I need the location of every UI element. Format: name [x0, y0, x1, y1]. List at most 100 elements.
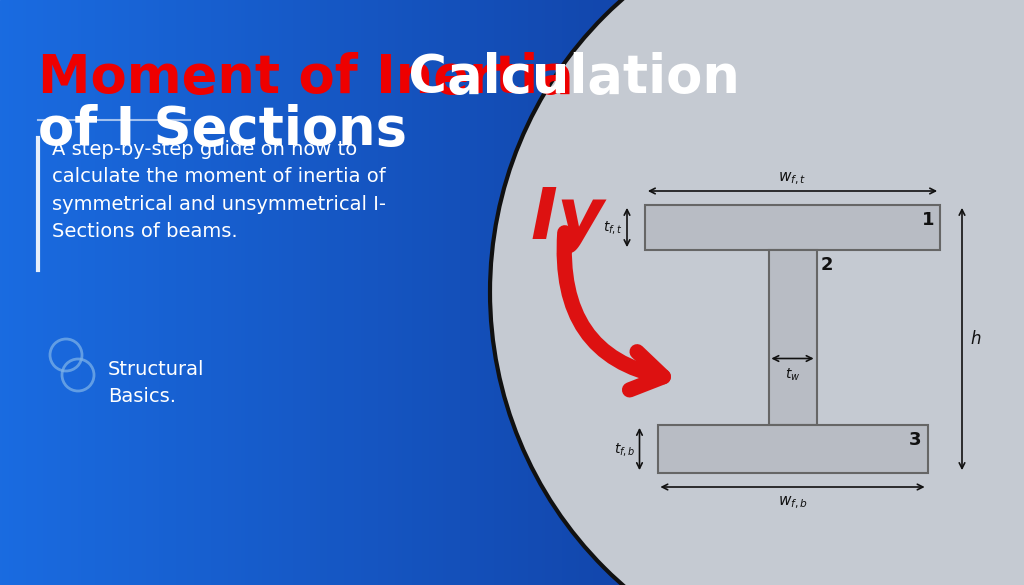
- Text: $t_{f,t}$: $t_{f,t}$: [603, 219, 623, 236]
- Bar: [901, 0, 905, 585]
- Bar: [273, 0, 278, 585]
- Bar: [348, 0, 352, 585]
- Bar: [51, 0, 55, 585]
- Bar: [847, 0, 851, 585]
- Bar: [996, 0, 1001, 585]
- Bar: [382, 0, 387, 585]
- Bar: [826, 0, 830, 585]
- Bar: [31, 0, 35, 585]
- Bar: [655, 0, 659, 585]
- Bar: [560, 0, 564, 585]
- Bar: [110, 0, 114, 585]
- Bar: [345, 0, 349, 585]
- Bar: [276, 0, 281, 585]
- Bar: [724, 0, 728, 585]
- Bar: [154, 0, 158, 585]
- Bar: [955, 0, 961, 585]
- Bar: [628, 0, 633, 585]
- Bar: [164, 0, 168, 585]
- Bar: [34, 0, 39, 585]
- Bar: [908, 0, 912, 585]
- Bar: [120, 0, 124, 585]
- Bar: [878, 0, 882, 585]
- Bar: [758, 0, 762, 585]
- Bar: [89, 0, 93, 585]
- Bar: [925, 0, 930, 585]
- Bar: [1011, 0, 1015, 585]
- Bar: [673, 0, 677, 585]
- Bar: [0, 0, 4, 585]
- Bar: [366, 0, 370, 585]
- Bar: [543, 0, 547, 585]
- FancyArrowPatch shape: [564, 233, 664, 390]
- Bar: [443, 0, 449, 585]
- Bar: [222, 0, 226, 585]
- Bar: [208, 0, 213, 585]
- Bar: [205, 0, 209, 585]
- Bar: [699, 0, 705, 585]
- Bar: [696, 0, 700, 585]
- Bar: [239, 0, 244, 585]
- Bar: [983, 0, 987, 585]
- Bar: [105, 0, 111, 585]
- Bar: [99, 0, 103, 585]
- Bar: [454, 0, 459, 585]
- Bar: [945, 0, 950, 585]
- Bar: [959, 0, 964, 585]
- Bar: [464, 0, 469, 585]
- Bar: [410, 0, 414, 585]
- Bar: [929, 0, 933, 585]
- Text: of I Sections: of I Sections: [38, 104, 407, 156]
- Bar: [577, 0, 582, 585]
- Bar: [707, 0, 711, 585]
- Bar: [256, 0, 260, 585]
- Bar: [822, 0, 827, 585]
- Bar: [614, 0, 618, 585]
- Bar: [748, 0, 752, 585]
- Bar: [669, 0, 674, 585]
- Bar: [657, 425, 928, 473]
- Bar: [898, 0, 902, 585]
- Bar: [328, 0, 332, 585]
- Bar: [474, 0, 479, 585]
- Bar: [502, 0, 506, 585]
- Bar: [990, 0, 994, 585]
- Bar: [638, 0, 643, 585]
- Bar: [331, 0, 336, 585]
- Text: $t_w$: $t_w$: [784, 366, 800, 383]
- Bar: [191, 0, 196, 585]
- Text: A step-by-step guide on how to
calculate the moment of inertia of
symmetrical an: A step-by-step guide on how to calculate…: [52, 140, 386, 241]
- Bar: [553, 0, 557, 585]
- Bar: [290, 0, 295, 585]
- Text: Iy: Iy: [530, 185, 604, 254]
- Bar: [778, 0, 782, 585]
- Bar: [1021, 0, 1024, 585]
- Bar: [287, 0, 291, 585]
- Bar: [113, 0, 117, 585]
- Bar: [372, 0, 377, 585]
- Bar: [761, 0, 766, 585]
- Bar: [133, 0, 137, 585]
- Bar: [816, 0, 820, 585]
- Bar: [7, 0, 11, 585]
- Bar: [215, 0, 219, 585]
- Bar: [591, 0, 595, 585]
- Bar: [727, 0, 731, 585]
- Text: $w_{f,t}$: $w_{f,t}$: [778, 171, 807, 187]
- Bar: [3, 0, 8, 585]
- Bar: [399, 0, 403, 585]
- Bar: [563, 0, 567, 585]
- Bar: [325, 0, 329, 585]
- Bar: [775, 0, 779, 585]
- Bar: [781, 0, 786, 585]
- Bar: [799, 0, 803, 585]
- Bar: [581, 0, 585, 585]
- Bar: [768, 250, 816, 425]
- Bar: [413, 0, 418, 585]
- Bar: [79, 0, 83, 585]
- Bar: [714, 0, 718, 585]
- Bar: [130, 0, 134, 585]
- Bar: [263, 0, 267, 585]
- Bar: [499, 0, 503, 585]
- Bar: [341, 0, 346, 585]
